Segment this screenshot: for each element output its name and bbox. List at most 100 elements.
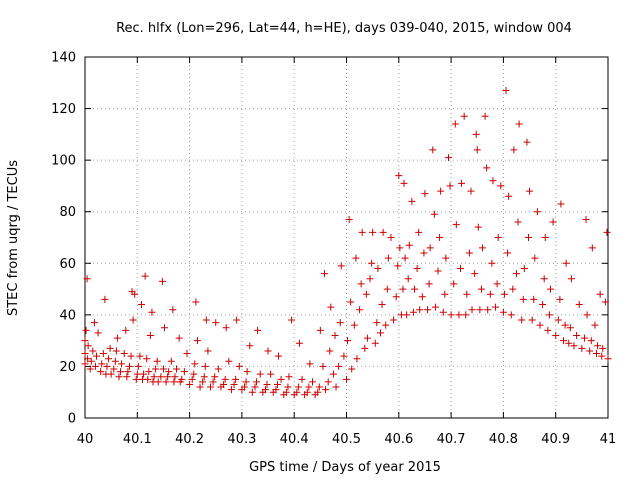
data-point	[123, 373, 131, 381]
data-point	[89, 347, 97, 355]
data-point	[539, 301, 547, 309]
data-point	[144, 375, 152, 383]
data-point	[348, 365, 356, 373]
data-point	[157, 373, 165, 381]
y-tick-label: 20	[59, 360, 76, 375]
data-point	[556, 295, 564, 303]
data-point	[117, 368, 125, 376]
data-point	[481, 112, 489, 120]
data-point	[528, 316, 536, 324]
data-point	[158, 277, 166, 285]
x-tick-label: 40.4	[280, 432, 309, 447]
data-point	[549, 218, 557, 226]
y-tick-label: 80	[59, 205, 76, 220]
data-point	[357, 280, 365, 288]
data-point	[599, 344, 607, 352]
data-point	[437, 187, 445, 195]
data-point	[345, 215, 353, 223]
data-point	[463, 290, 471, 298]
data-point	[582, 215, 590, 223]
data-point	[178, 375, 186, 383]
data-point	[515, 120, 523, 128]
data-point	[235, 362, 243, 370]
data-point	[561, 321, 569, 329]
axis-ticks: 40 40.1 40.2 40.3 40.4 40.5 40.6 40.7 40.8 40.9 41…	[51, 51, 616, 448]
data-point	[395, 172, 403, 180]
data-point	[518, 316, 526, 324]
data-point	[136, 352, 144, 360]
data-point	[499, 308, 507, 316]
data-point	[492, 303, 500, 311]
data-point	[293, 388, 301, 396]
data-point	[458, 179, 466, 187]
data-point	[460, 112, 468, 120]
data-point	[430, 210, 438, 218]
data-point	[447, 311, 455, 319]
data-point	[429, 146, 437, 154]
data-point	[467, 187, 475, 195]
data-point	[191, 360, 199, 368]
data-point	[378, 301, 386, 309]
data-point	[188, 375, 196, 383]
data-point	[465, 249, 473, 257]
data-point	[567, 275, 575, 283]
data-point	[295, 339, 303, 347]
data-point	[436, 234, 444, 241]
data-point	[376, 329, 384, 337]
x-tick-label: 40.5	[332, 432, 361, 447]
data-point	[125, 362, 133, 370]
data-point	[509, 285, 517, 293]
data-point	[233, 316, 241, 324]
data-point	[145, 368, 153, 376]
data-point	[140, 370, 148, 378]
data-point	[486, 290, 494, 298]
data-point	[148, 308, 156, 316]
data-point	[133, 370, 141, 378]
data-point	[87, 357, 95, 365]
data-point	[409, 308, 417, 316]
data-point	[105, 355, 113, 363]
data-point	[488, 259, 496, 267]
data-point	[394, 262, 402, 270]
data-point	[199, 378, 207, 386]
data-point	[575, 301, 583, 309]
x-tick-label: 41	[600, 432, 617, 447]
data-point	[132, 375, 140, 383]
data-point	[91, 362, 99, 370]
data-point	[212, 319, 220, 327]
data-point	[332, 383, 340, 391]
data-point	[416, 306, 424, 314]
data-point	[533, 208, 541, 216]
data-point	[120, 350, 128, 358]
data-point	[272, 386, 280, 394]
data-point	[361, 344, 369, 352]
data-point	[578, 344, 586, 352]
x-tick-label: 40.2	[175, 432, 204, 447]
data-point	[399, 285, 407, 293]
data-point	[253, 378, 261, 386]
data-point	[256, 370, 264, 378]
data-point	[554, 316, 562, 324]
data-point	[248, 388, 256, 396]
data-point	[81, 360, 89, 368]
data-point	[525, 234, 533, 241]
data-point	[153, 357, 161, 365]
data-point	[263, 380, 271, 388]
data-point	[98, 360, 106, 368]
data-point	[110, 365, 118, 373]
data-point	[451, 120, 459, 128]
data-point	[415, 228, 423, 236]
data-point	[97, 368, 105, 376]
data-point	[510, 146, 518, 154]
data-point	[84, 342, 92, 350]
data-point	[420, 249, 428, 257]
data-point	[180, 368, 188, 376]
data-point	[111, 357, 119, 365]
data-point	[169, 306, 177, 314]
data-point	[137, 301, 145, 309]
y-tick-label: 140	[51, 51, 76, 66]
data-point	[450, 280, 458, 288]
data-point	[103, 362, 111, 370]
data-point	[410, 285, 418, 293]
data-point	[546, 285, 554, 293]
